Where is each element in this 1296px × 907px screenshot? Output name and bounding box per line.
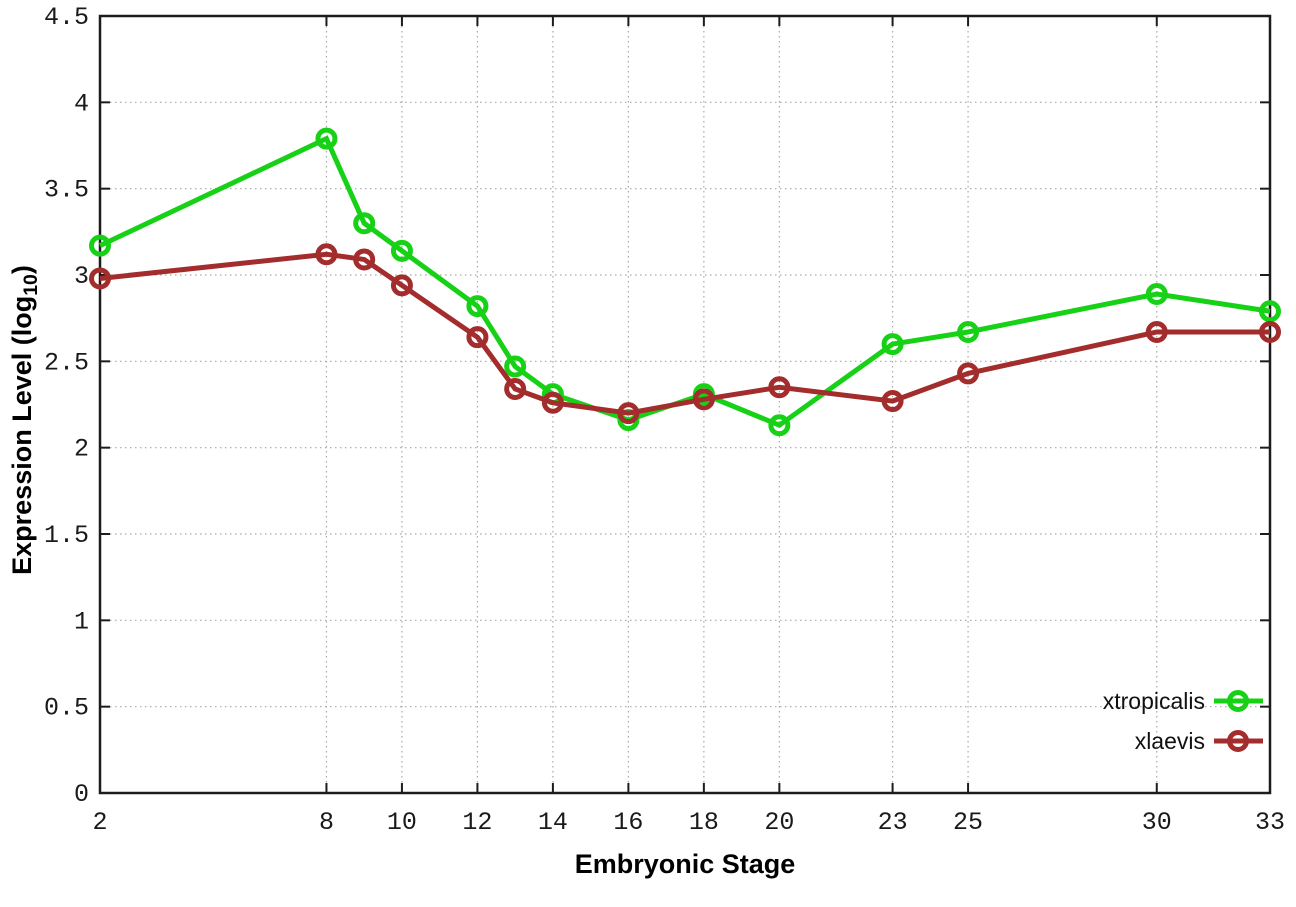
legend-marker-xlaevis — [1227, 730, 1249, 752]
series-xlaevis-point-stage-18 — [692, 388, 715, 411]
series-xlaevis-point-stage-9 — [353, 248, 376, 271]
y-tick-label-1: 1 — [74, 607, 89, 636]
series-xlaevis-point-stage-12 — [466, 326, 489, 349]
legend-marker-xtropicalis — [1227, 690, 1249, 712]
series-xlaevis-point-stage-10 — [390, 274, 413, 297]
legend-label-xlaevis: xlaevis — [1135, 728, 1205, 754]
series-xtropicalis-point-stage-8 — [315, 127, 338, 150]
series-xtropicalis — [89, 127, 1281, 437]
x-tick-label-8: 8 — [319, 808, 334, 837]
plot-border — [98, 14, 1272, 795]
series-xtropicalis-point-stage-12 — [466, 295, 489, 318]
series-xtropicalis-point-stage-25 — [957, 320, 980, 343]
x-tick-label-2: 2 — [92, 808, 107, 837]
y-tick-label-2.5: 2.5 — [44, 348, 89, 377]
y-tick-label-4.5: 4.5 — [44, 3, 89, 32]
y-tick-label-2: 2 — [74, 435, 89, 464]
legend-entry-xtropicalis: xtropicalis — [1103, 688, 1263, 714]
series-xtropicalis-point-stage-9 — [353, 212, 376, 235]
x-tick-label-30: 30 — [1142, 808, 1172, 837]
legend: xtropicalis xlaevis — [1103, 688, 1263, 754]
series-xtropicalis-point-stage-2 — [89, 234, 111, 257]
y-tick-label-3.5: 3.5 — [44, 176, 89, 205]
series-xlaevis-point-stage-13 — [504, 377, 527, 400]
series-xlaevis-line — [99, 251, 1270, 416]
x-tick-label-16: 16 — [613, 808, 643, 837]
x-tick-label-14: 14 — [538, 808, 568, 837]
series-xtropicalis-point-stage-30 — [1145, 282, 1168, 305]
x-tick-label-23: 23 — [878, 808, 908, 837]
series-xlaevis-point-stage-16 — [617, 402, 640, 425]
series-xlaevis-point-stage-33 — [1259, 320, 1281, 343]
series-xlaevis-point-stage-25 — [957, 362, 980, 385]
series-xtropicalis-point-stage-10 — [390, 239, 413, 262]
x-tick-label-33: 33 — [1255, 808, 1285, 837]
x-tick-label-18: 18 — [689, 808, 719, 837]
y-axis-title-subscript: 10 — [20, 274, 43, 296]
y-tick-label-0.5: 0.5 — [44, 694, 89, 723]
series-xtropicalis-point-stage-33 — [1259, 300, 1281, 323]
x-tick-label-25: 25 — [953, 808, 983, 837]
y-tick-label-4: 4 — [74, 89, 89, 118]
series-xtropicalis-line — [98, 135, 1271, 429]
series-xtropicalis-point-stage-23 — [881, 333, 904, 356]
y-tick-label-3: 3 — [74, 262, 89, 291]
series-xtropicalis-point-stage-20 — [768, 414, 791, 437]
y-tick-label-0: 0 — [74, 780, 89, 809]
series-xlaevis-point-stage-30 — [1145, 320, 1168, 343]
x-tick-labels: 2 8 10 12 14 16 18 20 23 25 30 33 — [92, 808, 1285, 837]
y-axis-title-text: Expression Level (log — [6, 295, 37, 575]
tick-marks — [99, 15, 1271, 794]
y-axis-title-close: ) — [6, 265, 37, 275]
x-tick-label-12: 12 — [462, 808, 492, 837]
series-xlaevis-point-stage-20 — [768, 376, 791, 399]
series-xlaevis-point-stage-23 — [881, 390, 904, 413]
y-tick-labels: 0 0.5 1 1.5 2 2.5 3 3.5 4 4.5 — [44, 3, 89, 809]
series-xlaevis — [89, 243, 1281, 425]
series-xlaevis-point-stage-14 — [541, 391, 564, 414]
x-axis-title: Embryonic Stage — [574, 849, 796, 879]
series-xtropicalis-point-stage-13 — [504, 355, 527, 378]
legend-label-xtropicalis: xtropicalis — [1103, 688, 1205, 714]
y-tick-label-1.5: 1.5 — [44, 521, 89, 550]
x-tick-label-20: 20 — [764, 808, 794, 837]
legend-entry-xlaevis: xlaevis — [1135, 728, 1263, 754]
x-tick-label-10: 10 — [387, 808, 417, 837]
y-axis-title: Expression Level (log10) — [7, 265, 43, 575]
series-xlaevis-point-stage-8 — [315, 243, 338, 266]
series-xlaevis-point-stage-2 — [89, 267, 111, 290]
